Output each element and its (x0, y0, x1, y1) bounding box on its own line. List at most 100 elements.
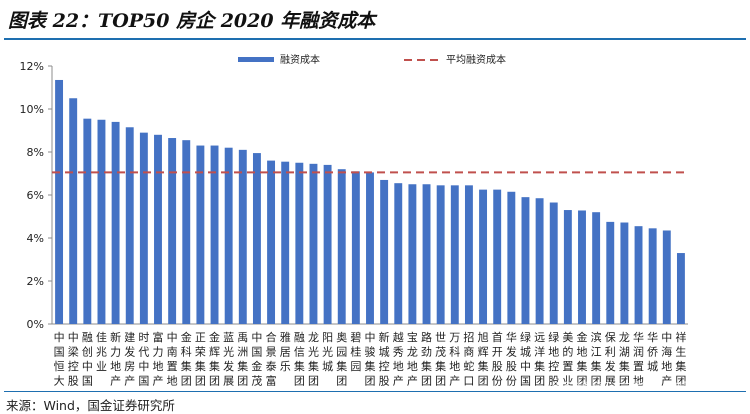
x-tick-label-char: 团 (237, 375, 248, 388)
x-tick-label-char: 股 (506, 360, 517, 373)
x-tick-label-char: 国 (520, 375, 531, 388)
x-tick-label-char: 的 (562, 345, 573, 359)
x-tick-label-char: 中 (167, 331, 178, 344)
x-tick-label-char: 保 (605, 330, 616, 344)
watermark: 请务必阅读正文之后的信息披露和法律声明 (552, 382, 742, 393)
bar (154, 134, 162, 324)
x-tick-label-char: 团 (181, 375, 192, 388)
x-tick-label-char: 越 (393, 330, 404, 344)
x-tick-label-char: 华 (633, 330, 644, 344)
bar (464, 185, 473, 324)
bar (337, 169, 346, 324)
x-tick-label-char: 团 (308, 375, 319, 388)
legend-bar-swatch (238, 57, 274, 62)
x-tick-label-char: 碧 (350, 331, 361, 344)
x-tick-label-char: 地 (548, 346, 559, 359)
x-tick-label-char: 集 (181, 359, 192, 373)
x-tick-label-char: 中 (54, 331, 65, 344)
bar (450, 185, 459, 324)
x-tick-label-char: 信 (294, 346, 305, 359)
bar (493, 189, 502, 325)
x-tick-label-char: 融 (294, 331, 305, 344)
x-tick-label-char: 科 (181, 345, 192, 359)
x-tick-label-char: 园 (350, 360, 361, 373)
x-tick-label-char: 时 (138, 331, 149, 344)
x-tick-label-char: 商 (463, 345, 474, 359)
x-tick-label-char: 南 (167, 346, 178, 359)
x-tick-label-char: 绿 (548, 330, 559, 344)
x-tick-label-char: 团 (435, 375, 446, 388)
y-tick-label: 12% (20, 60, 44, 73)
x-tick-label-char: 华 (647, 330, 658, 344)
top-divider (4, 38, 746, 40)
x-tick-label-char: 置 (562, 360, 573, 373)
x-tick-label-char: 地 (633, 375, 644, 388)
bar (620, 222, 629, 324)
bar (139, 132, 148, 324)
bar (408, 184, 417, 324)
x-tick-label-char: 国 (251, 346, 262, 359)
x-tick-label-char: 中 (251, 331, 262, 344)
x-tick-label-char: 业 (96, 360, 107, 373)
x-tick-label-char: 集 (534, 359, 545, 373)
bar (69, 98, 78, 324)
x-tick-label-char: 生 (675, 345, 686, 359)
x-tick-label-char: 利 (605, 346, 616, 359)
bar (252, 153, 261, 324)
x-tick-label-char: 园 (336, 346, 347, 359)
x-tick-label-char: 美 (562, 331, 573, 344)
x-tick-label-char: 置 (633, 360, 644, 373)
x-tick-label-char: 奥 (336, 330, 347, 344)
x-tick-label-char: 控 (68, 359, 79, 373)
x-tick-label-char: 正 (195, 331, 206, 344)
x-tick-label-char: 新 (110, 330, 121, 344)
x-tick-label-char: 国 (54, 346, 65, 359)
x-tick-label-char: 中 (661, 331, 672, 344)
x-tick-label-char: 合 (266, 330, 277, 344)
x-tick-label-char: 绿 (520, 330, 531, 344)
x-tick-label-char: 集 (237, 359, 248, 373)
y-tick-label: 2% (27, 275, 44, 288)
x-tick-label-char: 融 (82, 331, 93, 344)
x-tick-label-char: 团 (294, 375, 305, 388)
x-tick-label-char: 股 (379, 375, 390, 388)
x-tick-label-char: 团 (591, 375, 602, 388)
x-tick-label-char: 茂 (435, 345, 446, 359)
x-tick-label-char: 润 (633, 345, 644, 359)
x-tick-label-char: 创 (82, 346, 93, 359)
x-tick-label-char: 城 (379, 346, 390, 359)
legend-label-cost: 融资成本 (280, 53, 320, 66)
x-tick-label-char: 房 (124, 360, 135, 373)
x-tick-label-char: 口 (463, 375, 474, 388)
x-tick-label-char: 兆 (96, 346, 107, 359)
x-tick-label-char: 集 (336, 359, 347, 373)
x-tick-label-char: 团 (195, 375, 206, 388)
x-tick-label-char: 蛇 (463, 359, 474, 373)
x-tick-label-char: 开 (492, 346, 503, 359)
x-tick-label-char: 展 (605, 375, 616, 388)
x-tick-label-char: 荣 (195, 346, 206, 359)
x-tick-label-char: 宝 (407, 330, 418, 344)
x-tick-label-char: 佳 (96, 330, 107, 344)
bar (662, 230, 671, 324)
x-tick-label-char: 光 (308, 345, 319, 359)
page-title: 图表 22：TOP50 房企 2020 年融资成本 (8, 10, 376, 32)
x-tick-label-char: 控 (379, 359, 390, 373)
bar (125, 127, 134, 325)
x-tick-label-char: 团 (577, 375, 588, 388)
x-tick-label-char: 万 (449, 331, 460, 344)
x-tick-label-char: 光 (322, 345, 333, 359)
x-tick-label-char: 集 (195, 359, 206, 373)
x-tick-label-char: 乐 (280, 360, 291, 373)
y-tick-label: 6% (27, 189, 44, 202)
x-tick-label-char: 团 (478, 375, 489, 388)
x-tick-label-char: 海 (661, 345, 672, 359)
x-tick-label-char: 力 (153, 346, 164, 359)
bar (196, 145, 205, 324)
x-tick-label-char: 国 (138, 375, 149, 388)
x-tick-label-char: 地 (577, 346, 588, 359)
x-tick-label-char: 产 (407, 374, 418, 388)
y-tick-label: 4% (27, 232, 44, 245)
x-tick-label-char: 龙 (308, 331, 319, 344)
x-tick-label-char: 中 (138, 360, 149, 373)
